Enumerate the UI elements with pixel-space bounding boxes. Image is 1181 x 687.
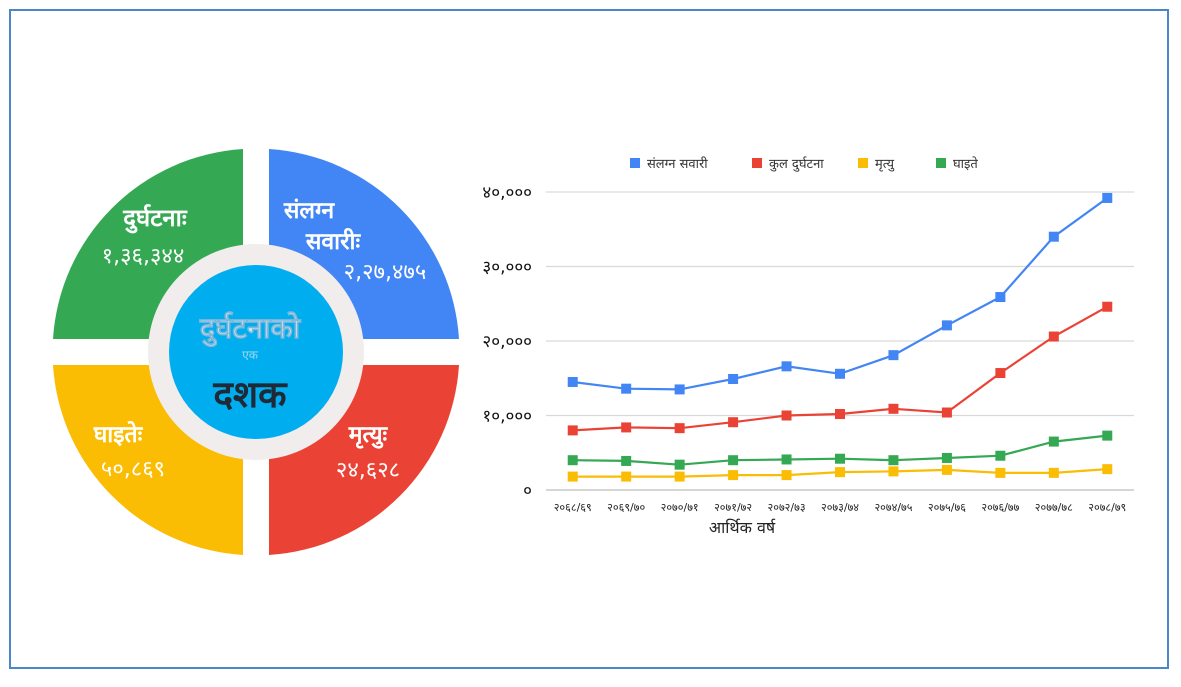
data-point	[941, 464, 952, 475]
data-point	[781, 454, 792, 465]
injured-label: घाइतेः	[93, 420, 144, 448]
data-point	[674, 384, 685, 395]
data-point	[835, 453, 845, 464]
y-tick-label: ४०,०००	[482, 183, 532, 203]
data-point	[674, 471, 685, 482]
y-tick-label: २०,०००	[482, 332, 532, 352]
y-tick-label: ०	[523, 481, 532, 501]
data-point	[621, 471, 632, 482]
x-tick-label: २०७६/७७	[981, 501, 1019, 514]
data-point	[567, 376, 578, 387]
data-point	[835, 368, 845, 379]
data-point	[995, 368, 1006, 379]
x-tick-label: २०७१/७२	[714, 501, 752, 514]
center-big-text: दशक	[212, 373, 288, 416]
x-tick-label: २०७८/७९	[1088, 501, 1126, 514]
deaths-label: मृत्युः	[348, 422, 389, 449]
x-axis-ticks: २०६८/६९ २०६९/७० २०७०/७१ २०७१/७२ २०७२/७३ २०७३/…	[554, 501, 1127, 514]
y-tick-label: १०,०००	[482, 407, 532, 427]
data-point	[835, 467, 845, 478]
series-group	[567, 301, 1113, 436]
data-point	[941, 407, 952, 418]
center-disc	[169, 265, 343, 439]
data-point	[835, 409, 845, 420]
data-point	[621, 455, 632, 466]
x-tick-label: २०७२/७३	[768, 501, 806, 514]
data-point	[995, 450, 1006, 461]
data-point	[888, 455, 899, 466]
center-title: दुर्घटनाको	[199, 311, 302, 347]
data-point	[1048, 467, 1059, 478]
vehicles-label-line1: संलग्न	[283, 198, 336, 224]
data-point	[567, 425, 578, 436]
series-line	[572, 197, 1108, 391]
data-point	[621, 422, 632, 433]
legend-label: कुल दुर्घटना	[769, 156, 824, 172]
data-point	[621, 383, 632, 394]
vehicles-label-line2: सवारीः	[305, 227, 362, 255]
data-point	[781, 470, 792, 481]
legend-label: मृत्यु	[875, 157, 895, 172]
data-point	[567, 455, 578, 466]
injured-value: ५०,८६९	[101, 457, 165, 482]
series-group	[567, 464, 1113, 482]
decade-infographic: दुर्घटनाः १,३६,३४४ संलग्न सवारीः २,२७,४७…	[53, 149, 459, 555]
data-point	[888, 403, 899, 414]
legend-swatch	[858, 158, 868, 168]
chart-series	[567, 192, 1113, 482]
data-point	[567, 471, 578, 482]
page-frame	[9, 9, 1169, 669]
data-point	[995, 292, 1006, 303]
x-tick-label: २०७७/७८	[1035, 501, 1073, 514]
x-axis-label: आर्थिक वर्ष	[709, 518, 776, 537]
data-point	[728, 470, 739, 481]
center-small-text: एक	[242, 348, 259, 362]
data-point	[728, 455, 739, 466]
data-point	[995, 467, 1006, 478]
data-point	[674, 459, 685, 470]
data-point	[728, 417, 739, 428]
x-tick-label: २०७०/७१	[661, 501, 699, 514]
legend-swatch	[630, 158, 640, 168]
data-point	[888, 350, 899, 361]
y-tick-label: ३०,०००	[482, 258, 532, 278]
x-tick-label: २०७३/७४	[821, 501, 859, 514]
series-group	[567, 192, 1113, 395]
data-point	[1102, 430, 1113, 441]
data-point	[781, 410, 792, 421]
vehicles-value: २,२७,४७५	[344, 260, 427, 285]
x-tick-label: २०६९/७०	[607, 501, 645, 514]
data-point	[941, 452, 952, 463]
line-chart: संलग्न सवारी कुल दुर्घटना मृत्यु घाइते ० १०,…	[482, 156, 1134, 537]
legend-swatch	[752, 158, 762, 168]
data-point	[1048, 231, 1059, 242]
data-point	[674, 423, 685, 434]
chart-legend: संलग्न सवारी कुल दुर्घटना मृत्यु घाइते	[630, 156, 978, 172]
series-group	[567, 430, 1113, 470]
data-point	[888, 466, 899, 477]
accidents-value: १,३६,३४४	[102, 244, 185, 269]
data-point	[1102, 192, 1113, 203]
data-point	[1048, 436, 1059, 447]
legend-label: संलग्न सवारी	[647, 156, 708, 172]
y-axis-ticks: ० १०,००० २०,००० ३०,००० ४०,०००	[482, 183, 532, 501]
data-point	[1102, 464, 1113, 475]
x-tick-label: २०६८/६९	[554, 501, 592, 514]
chart-grid	[546, 191, 1134, 491]
legend-label: घाइते	[953, 156, 978, 172]
x-tick-label: २०७५/७६	[928, 501, 966, 514]
data-point	[1048, 331, 1059, 342]
data-point	[941, 320, 952, 331]
data-point	[1102, 301, 1113, 312]
deaths-value: २४,६२८	[336, 458, 400, 483]
x-tick-label: २०७४/७५	[874, 501, 912, 514]
legend-swatch	[936, 158, 946, 168]
data-point	[728, 373, 739, 384]
accidents-label: दुर्घटनाः	[122, 204, 188, 234]
data-point	[781, 361, 792, 372]
